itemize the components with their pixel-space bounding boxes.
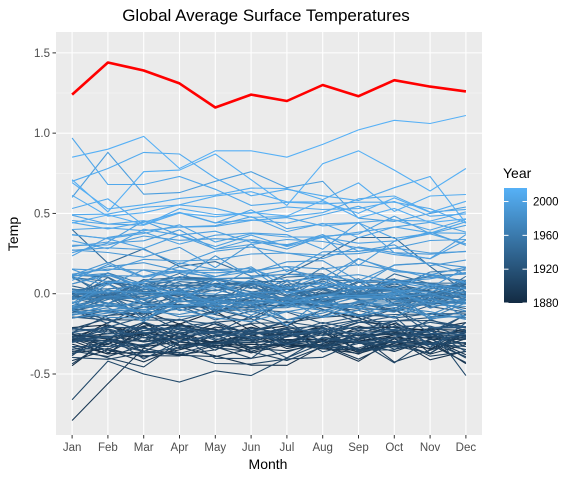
series-line-1977 (72, 292, 466, 313)
y-axis-title: Temp (5, 217, 21, 251)
x-tick-label: May (204, 442, 226, 454)
series-line-1911 (71, 328, 467, 354)
x-axis-title: Month (249, 456, 288, 472)
series-line-1990 (71, 257, 467, 284)
series-line-1904 (71, 328, 466, 351)
x-tick-label: Nov (420, 442, 441, 454)
y-tick-label: 1.5 (34, 48, 50, 60)
x-axis: Jan Feb Mar Apr May Jun Jul Aug Sep Oct Nov Dec (63, 435, 477, 454)
series-line-1902 (71, 332, 467, 368)
series-line-1985 (72, 255, 466, 291)
legend-title: Year (503, 165, 532, 181)
x-tick-label: Jan (63, 442, 82, 454)
x-tick-label: Mar (134, 442, 154, 454)
series-line-1984 (71, 267, 467, 294)
legend-colorbar (504, 188, 527, 303)
series-line-1916 (71, 320, 466, 344)
legend-label: 1920 (533, 264, 559, 276)
legend-label: 1960 (533, 230, 559, 242)
series-line-1906 (72, 337, 467, 365)
series-line-1991 (71, 258, 466, 286)
series-line-1910 (72, 329, 467, 360)
series-line-2015 (71, 114, 467, 170)
legend-label: 1880 (533, 298, 559, 310)
series-line-1988 (71, 260, 466, 282)
highlight-series (71, 61, 467, 109)
series-line-2009 (71, 198, 466, 226)
series-lines (71, 114, 467, 421)
series-line-2002 (72, 221, 467, 243)
series-line-1982 (71, 279, 467, 304)
series-line-1995 (72, 246, 466, 265)
series-line-2011 (71, 182, 466, 213)
series-line-2001 (71, 228, 467, 250)
series-line-2014 (71, 150, 467, 213)
series-line-2006 (72, 205, 467, 230)
series-line-1921 (72, 316, 466, 335)
chart-title: Global Average Surface Temperatures (122, 6, 410, 25)
series-line-2013 (71, 199, 466, 225)
series-line-1907 (71, 317, 467, 348)
series-line-1993 (72, 246, 466, 272)
y-tick-label: 0.0 (34, 289, 50, 301)
series-line-2012 (71, 191, 467, 217)
y-tick-label: 1.0 (34, 128, 50, 140)
series-line-2007 (71, 137, 467, 224)
series-line-1992 (72, 243, 466, 273)
x-tick-label: Jul (280, 442, 295, 454)
series-line-1980 (72, 284, 467, 306)
y-axis: -0.5 0.0 0.5 1.0 1.5 (30, 48, 56, 381)
series-line-1969 (71, 286, 466, 312)
x-tick-label: Oct (385, 442, 404, 454)
x-tick-label: Apr (171, 442, 189, 454)
y-tick-label: 0.5 (34, 208, 50, 220)
x-tick-label: Feb (98, 442, 118, 454)
series-line-1972 (72, 295, 467, 319)
x-tick-label: Dec (456, 442, 477, 454)
legend-label: 2000 (533, 197, 559, 209)
series-line-2000 (72, 215, 467, 249)
x-tick-label: Sep (348, 442, 368, 454)
series-line-1987 (72, 269, 466, 283)
series-line-1974 (71, 299, 467, 319)
x-tick-label: Aug (312, 442, 332, 454)
series-line-1923 (72, 315, 467, 349)
y-tick-label: -0.5 (30, 369, 50, 381)
series-line-1966 (72, 291, 467, 313)
legend: Year 2000 1960 1920 1880 (503, 165, 559, 310)
series-line-1931 (72, 303, 466, 329)
series-line-2008 (72, 195, 466, 218)
series-line-1968 (72, 302, 467, 321)
series-line-1918 (72, 313, 467, 339)
series-line-1997 (71, 229, 467, 260)
series-line-2004 (72, 216, 466, 239)
series-line-1979 (71, 283, 467, 307)
series-line-2016 (71, 61, 467, 109)
series-line-1912 (71, 324, 466, 359)
x-tick-label: Jun (242, 442, 261, 454)
